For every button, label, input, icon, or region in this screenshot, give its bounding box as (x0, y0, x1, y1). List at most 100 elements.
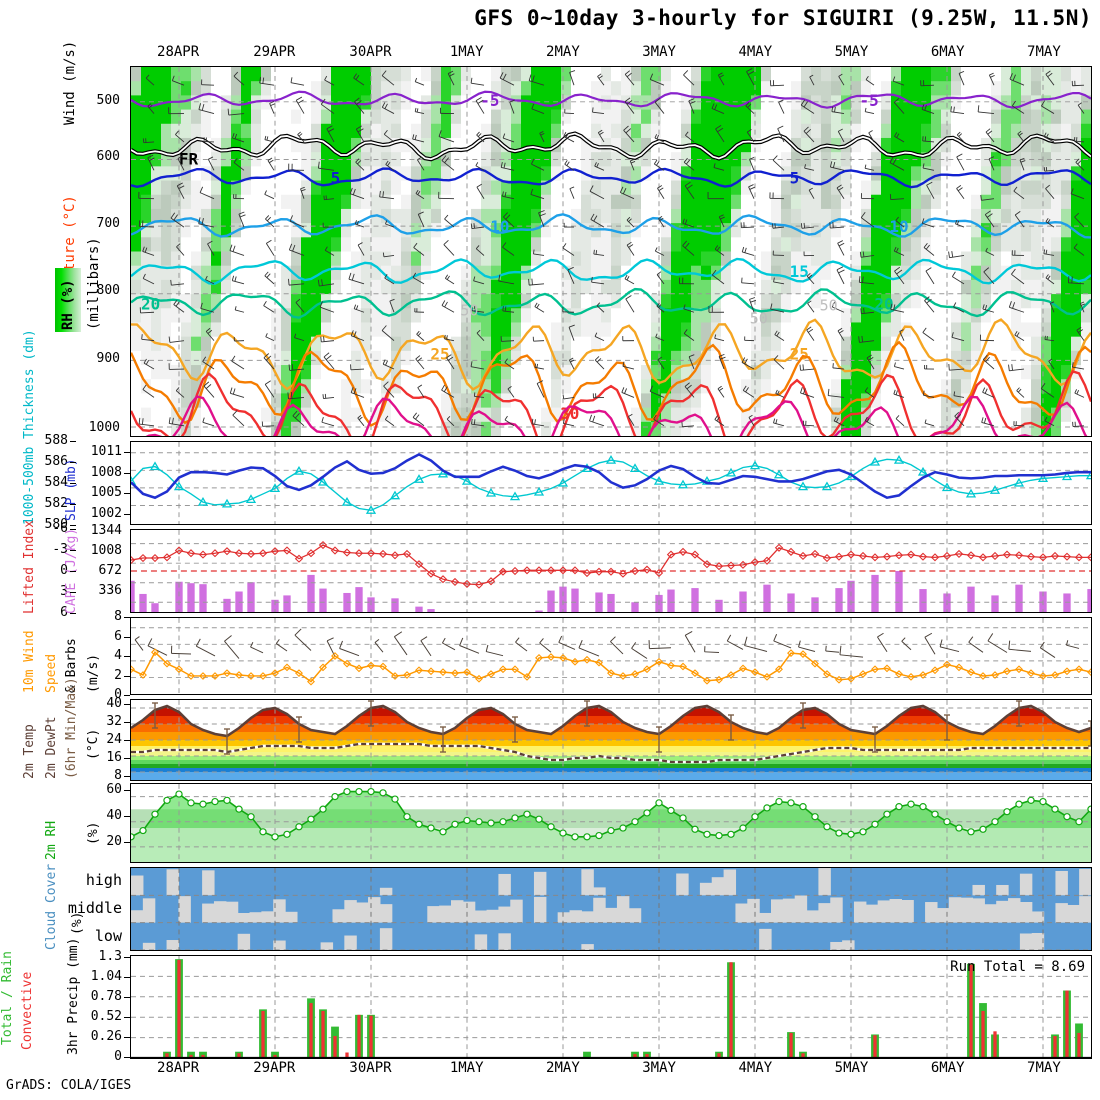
tick-mark (70, 483, 76, 484)
precip-conv-label: Convective (20, 971, 35, 1050)
svg-text:50: 50 (460, 302, 478, 320)
wind-tick: 6 (114, 628, 122, 644)
date-label: 6MAY (930, 44, 965, 60)
cloud-cover-panel[interactable] (130, 867, 1092, 951)
tick-mark (70, 592, 76, 593)
temperature-panel[interactable] (130, 699, 1092, 781)
cape-li-panel[interactable] (130, 529, 1092, 613)
precip-tick: 1.3 (98, 949, 122, 964)
li-tick: -3 (52, 542, 68, 557)
date-label: 5MAY (834, 44, 869, 60)
tick-mark (124, 514, 130, 515)
tick-mark (70, 441, 76, 442)
date-label: 7MAY (1027, 1060, 1061, 1076)
precip-tick: 0.26 (90, 1029, 122, 1044)
li-tick: 3 (60, 584, 68, 599)
precip-axis-label: 3hr Precip (mm) (66, 937, 81, 1055)
rh-legend-label: RH (%) (60, 279, 76, 330)
date-label: 28APR (157, 1060, 200, 1076)
svg-text:20: 20 (874, 295, 893, 314)
li-tick: 6 (60, 605, 68, 620)
wind-tick: 0 (114, 687, 122, 702)
cape-tick: 1008 (90, 543, 122, 558)
tick-mark (70, 462, 76, 463)
page-title: GFS 0~10day 3-hourly for SIGUIRI (9.25W,… (474, 6, 1092, 30)
wind-unit-label: (m/s) (86, 653, 101, 693)
rh-tick: 20 (106, 834, 122, 849)
precip-tick: 0.78 (90, 989, 122, 1004)
tick-mark (124, 704, 130, 705)
cloud-row-label: high (85, 871, 122, 889)
tick-mark (124, 1017, 130, 1018)
tick-mark (124, 740, 130, 741)
svg-text:-5: -5 (859, 91, 878, 110)
precip-total-label: Total / Rain (0, 951, 15, 1045)
svg-text:25: 25 (790, 344, 809, 363)
wind-legend-label: Wind (m/s) (62, 40, 78, 125)
date-label: 30APR (349, 44, 392, 60)
date-label: 28APR (157, 44, 200, 60)
temp-tick: 8 (114, 768, 122, 783)
rh-tick: 60 (106, 782, 122, 797)
date-label: 2MAY (546, 1060, 580, 1076)
credit-label: GrADS: COLA/IGES (6, 1078, 132, 1093)
thickness-tick: 582 (44, 496, 68, 511)
svg-text:10: 10 (490, 217, 509, 236)
svg-text:5: 5 (331, 168, 341, 187)
precip-tick: 0 (114, 1049, 122, 1064)
li-tick: -6 (52, 521, 68, 536)
temp-tick: 32 (106, 714, 122, 729)
pressure-tick: 500 (96, 92, 120, 108)
temp-label: 2m Temp (22, 724, 37, 779)
tick-mark (70, 529, 76, 530)
slp-tick: 1011 (90, 444, 122, 459)
tick-mark (70, 550, 76, 551)
wind-tick: 4 (114, 648, 122, 663)
tick-mark (124, 776, 130, 777)
date-label: 7MAY (1027, 44, 1061, 60)
date-label: 5MAY (834, 1060, 869, 1076)
svg-text:25: 25 (430, 344, 449, 363)
temp-tick: 24 (106, 732, 122, 747)
dewpt-label: 2m DewPt (44, 716, 59, 779)
slp-tick: 1005 (90, 485, 122, 501)
slp-ylabel: SLP (mb) (64, 458, 79, 521)
li-tick: 0 (60, 563, 68, 578)
thickness-ylabel: 1000-500mb Thickness (dm) (22, 329, 37, 525)
tick-mark (124, 472, 130, 474)
tick-mark (70, 613, 76, 614)
pressure-tick: 600 (96, 148, 120, 164)
precip-tick: 0.52 (90, 1009, 122, 1024)
tick-mark (124, 816, 130, 817)
date-label: 3MAY (642, 44, 676, 60)
minmax-label: (6hr Min/Max) (64, 677, 79, 779)
svg-text:-5: -5 (480, 91, 499, 110)
cape-tick: 672 (98, 563, 122, 578)
tick-mark (124, 842, 130, 843)
rh2m-panel[interactable] (130, 783, 1092, 863)
rh-tick: 40 (106, 808, 122, 823)
date-label: 3MAY (642, 1060, 676, 1076)
temp-tick: 40 (106, 696, 122, 711)
upper-air-panel[interactable]: -5 -5 5 5 10 10 15 20 20 25 25 30 FR 50 50 50 (130, 66, 1092, 437)
date-label: 4MAY (738, 1060, 773, 1076)
date-label: 2MAY (546, 44, 580, 60)
pressure-tick: 900 (96, 351, 120, 367)
precip-tick: 1.04 (90, 969, 122, 984)
tick-mark (70, 504, 76, 505)
wind-tick: 2 (114, 667, 122, 683)
slp-thickness-panel[interactable] (130, 441, 1092, 525)
rh2m-unit-label: (%) (86, 821, 101, 845)
wind-ylabel: 10m Wind (22, 630, 37, 693)
svg-text:15: 15 (790, 262, 809, 281)
wind-panel[interactable] (130, 617, 1092, 695)
pressure-tick: 700 (96, 215, 120, 231)
thickness-tick: 580 (44, 517, 68, 532)
rh-legend-swatch (55, 268, 81, 332)
temp-tick: 16 (106, 750, 122, 765)
precip-panel[interactable]: Run Total = 8.69 (130, 955, 1092, 1059)
date-label: 30APR (349, 1060, 392, 1076)
date-label: 1MAY (449, 1060, 484, 1076)
cape-tick: 336 (98, 583, 122, 598)
cloud-label: Cloud Cover (44, 863, 59, 950)
